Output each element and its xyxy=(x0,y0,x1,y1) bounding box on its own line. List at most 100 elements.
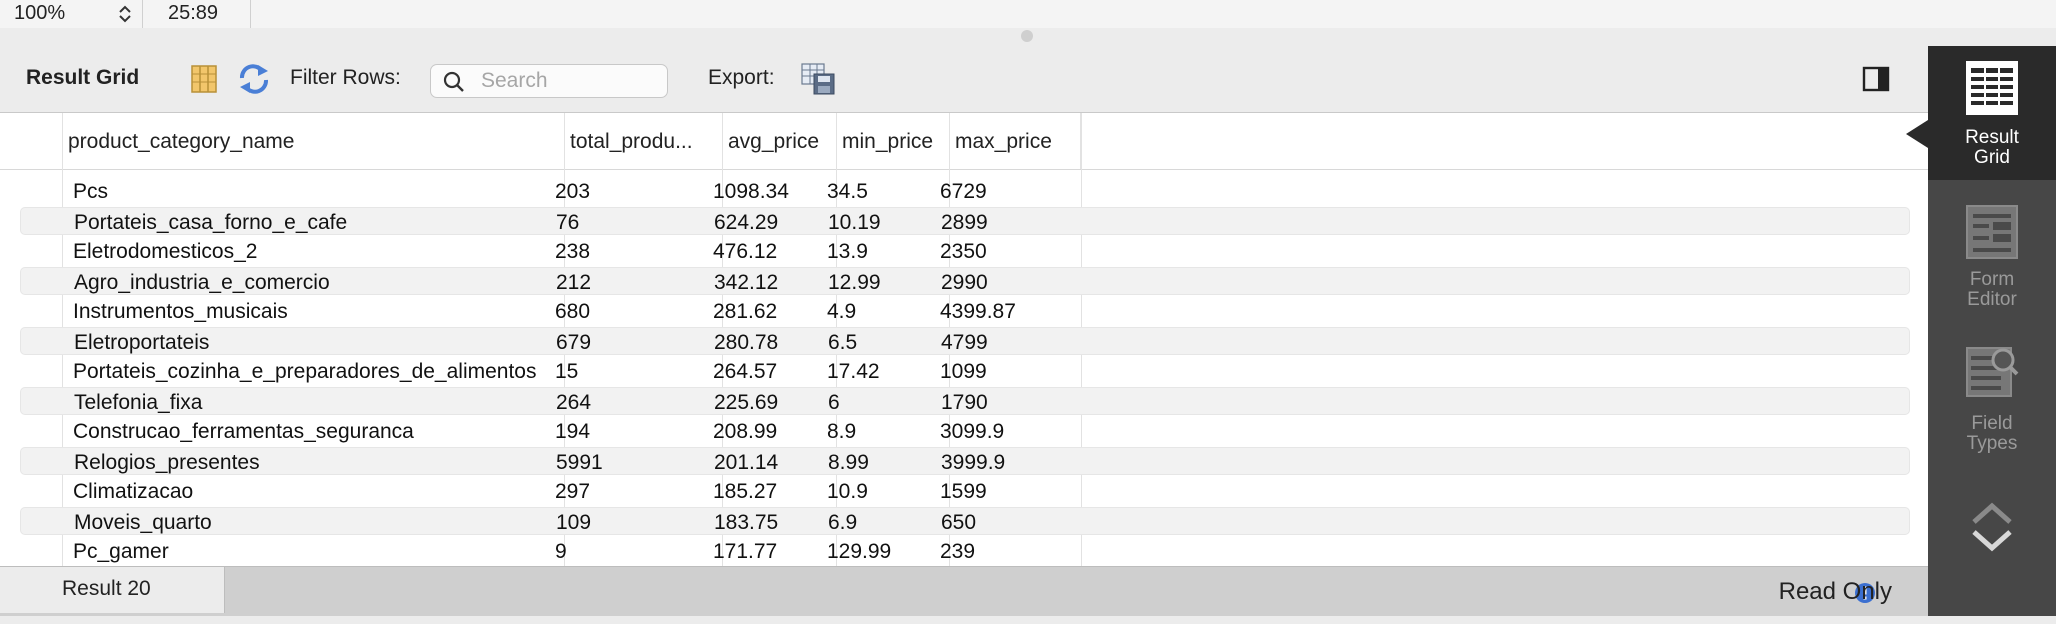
cell-avg-price[interactable]: 281.62 xyxy=(713,300,778,323)
column-chooser-icon[interactable] xyxy=(186,62,222,96)
cell-min-price[interactable]: 6.5 xyxy=(828,331,858,354)
column-header-max-price[interactable]: max_price xyxy=(949,113,1081,169)
search-input[interactable] xyxy=(481,68,656,94)
column-header-product-category-name[interactable]: product_category_name xyxy=(62,113,564,169)
table-row[interactable]: Portateis_cozinha_e_preparadores_de_alim… xyxy=(20,357,1908,385)
table-row[interactable]: Pcs 203 1098.34 34.5 6729 xyxy=(20,177,1908,205)
cell-max-price[interactable]: 2350 xyxy=(940,240,987,263)
cell-min-price[interactable]: 10.9 xyxy=(827,480,868,503)
cell-total-products[interactable]: 238 xyxy=(555,240,591,263)
cell-max-price[interactable]: 239 xyxy=(940,540,976,563)
cell-max-price[interactable]: 4799 xyxy=(941,331,988,354)
table-row[interactable]: Instrumentos_musicais 680 281.62 4.9 4399.87 xyxy=(20,297,1908,325)
splitter-handle[interactable] xyxy=(1021,30,1033,42)
cell-product-category-name[interactable]: Telefonia_fixa xyxy=(74,391,203,414)
cell-total-products[interactable]: 203 xyxy=(555,180,591,203)
cell-total-products[interactable]: 680 xyxy=(555,300,591,323)
cell-product-category-name[interactable]: Climatizacao xyxy=(73,480,194,503)
cell-avg-price[interactable]: 476.12 xyxy=(713,240,778,263)
cell-product-category-name[interactable]: Moveis_quarto xyxy=(74,511,212,534)
cell-avg-price[interactable]: 208.99 xyxy=(713,420,778,443)
table-row[interactable]: Relogios_presentes 5991 201.14 8.99 3999.9 xyxy=(20,447,1910,475)
cell-min-price[interactable]: 10.19 xyxy=(828,211,881,234)
cell-avg-price[interactable]: 1098.34 xyxy=(713,180,789,203)
table-row[interactable]: Agro_industria_e_comercio 212 342.12 12.99 2… xyxy=(20,267,1910,295)
cell-avg-price[interactable]: 225.69 xyxy=(714,391,779,414)
cell-product-category-name[interactable]: Portateis_cozinha_e_preparadores_de_alim… xyxy=(73,360,537,383)
cell-min-price[interactable]: 6 xyxy=(828,391,840,414)
cell-max-price[interactable]: 1599 xyxy=(940,480,987,503)
cell-product-category-name[interactable]: Construcao_ferramentas_seguranca xyxy=(73,420,414,443)
result-grid[interactable]: product_category_name total_produ... avg… xyxy=(0,112,1928,567)
cell-max-price[interactable]: 3999.9 xyxy=(941,451,1006,474)
cell-min-price[interactable]: 4.9 xyxy=(827,300,857,323)
cell-product-category-name[interactable]: Relogios_presentes xyxy=(74,451,260,474)
column-header-min-price[interactable]: min_price xyxy=(836,113,949,169)
cell-total-products[interactable]: 212 xyxy=(556,271,592,294)
cell-avg-price[interactable]: 171.77 xyxy=(713,540,778,563)
column-header-total-products[interactable]: total_produ... xyxy=(564,113,722,169)
cell-max-price[interactable]: 4399.87 xyxy=(940,300,1016,323)
cell-max-price[interactable]: 1099 xyxy=(940,360,987,383)
cell-product-category-name[interactable]: Instrumentos_musicais xyxy=(73,300,288,323)
table-row[interactable]: Eletrodomesticos_2 238 476.12 13.9 2350 xyxy=(20,237,1908,265)
refresh-icon[interactable] xyxy=(236,62,272,96)
cell-min-price[interactable]: 12.99 xyxy=(828,271,881,294)
cell-avg-price[interactable]: 342.12 xyxy=(714,271,779,294)
cell-avg-price[interactable]: 185.27 xyxy=(713,480,778,503)
cell-min-price[interactable]: 129.99 xyxy=(827,540,892,563)
cell-product-category-name[interactable]: Eletroportateis xyxy=(74,331,210,354)
cell-max-price[interactable]: 650 xyxy=(941,511,977,534)
cell-avg-price[interactable]: 183.75 xyxy=(714,511,779,534)
cell-product-category-name[interactable]: Portateis_casa_forno_e_cafe xyxy=(74,211,348,234)
cell-max-price[interactable]: 2990 xyxy=(941,271,988,294)
cell-min-price[interactable]: 8.99 xyxy=(828,451,869,474)
cell-total-products[interactable]: 679 xyxy=(556,331,592,354)
column-header-avg-price[interactable]: avg_price xyxy=(722,113,836,169)
stepper-arrows-icon[interactable] xyxy=(116,2,134,26)
table-row[interactable]: Construcao_ferramentas_seguranca 194 208.9… xyxy=(20,417,1908,445)
cell-product-category-name[interactable]: Agro_industria_e_comercio xyxy=(74,271,330,294)
cell-max-price[interactable]: 1790 xyxy=(941,391,988,414)
table-row[interactable]: Climatizacao 297 185.27 10.9 1599 xyxy=(20,477,1908,505)
result-tab[interactable]: Result 20 xyxy=(0,567,225,613)
cell-avg-price[interactable]: 264.57 xyxy=(713,360,778,383)
cell-min-price[interactable]: 6.9 xyxy=(828,511,858,534)
cell-total-products[interactable]: 264 xyxy=(556,391,592,414)
cell-min-price[interactable]: 13.9 xyxy=(827,240,868,263)
table-row[interactable]: Portateis_casa_forno_e_cafe 76 624.29 10.19… xyxy=(20,207,1910,235)
cell-min-price[interactable]: 8.9 xyxy=(827,420,857,443)
cell-max-price[interactable]: 3099.9 xyxy=(940,420,1005,443)
cell-min-price[interactable]: 34.5 xyxy=(827,180,868,203)
side-item-result-grid[interactable]: Result Grid xyxy=(1928,46,2056,180)
toggle-side-panel-icon[interactable] xyxy=(1862,66,1890,92)
cell-avg-price[interactable]: 201.14 xyxy=(714,451,779,474)
cell-max-price[interactable]: 6729 xyxy=(940,180,987,203)
cell-product-category-name[interactable]: Pc_gamer xyxy=(73,540,169,563)
cell-avg-price[interactable]: 624.29 xyxy=(714,211,779,234)
cell-avg-price[interactable]: 280.78 xyxy=(714,331,779,354)
panel-scroll-chevrons-icon[interactable] xyxy=(1966,496,2018,558)
table-row[interactable]: Eletroportateis 679 280.78 6.5 4799 xyxy=(20,327,1910,355)
cell-total-products[interactable]: 297 xyxy=(555,480,591,503)
time-field[interactable]: 25:89 xyxy=(150,0,251,28)
side-item-form-editor[interactable]: Form Editor xyxy=(1928,192,2056,326)
cell-total-products[interactable]: 5991 xyxy=(556,451,603,474)
cell-total-products[interactable]: 109 xyxy=(556,511,592,534)
cell-product-category-name[interactable]: Eletrodomesticos_2 xyxy=(73,240,258,263)
filter-search-box[interactable] xyxy=(430,64,668,98)
cell-total-products[interactable]: 194 xyxy=(555,420,591,443)
table-row[interactable]: Moveis_quarto 109 183.75 6.9 650 xyxy=(20,507,1910,535)
cell-min-price[interactable]: 17.42 xyxy=(827,360,880,383)
cell-product-category-name[interactable]: Pcs xyxy=(73,180,109,203)
export-save-icon[interactable] xyxy=(800,62,836,96)
side-item-field-types[interactable]: Field Types xyxy=(1928,334,2056,468)
table-row[interactable]: Telefonia_fixa 264 225.69 6 1790 xyxy=(20,387,1910,415)
zoom-control[interactable]: 100% xyxy=(0,0,143,28)
field-types-icon xyxy=(1966,347,2019,397)
table-row[interactable]: Pc_gamer 9 171.77 129.99 239 xyxy=(20,537,1908,565)
cell-total-products[interactable]: 9 xyxy=(555,540,567,563)
cell-total-products[interactable]: 15 xyxy=(555,360,579,383)
cell-max-price[interactable]: 2899 xyxy=(941,211,988,234)
cell-total-products[interactable]: 76 xyxy=(556,211,580,234)
